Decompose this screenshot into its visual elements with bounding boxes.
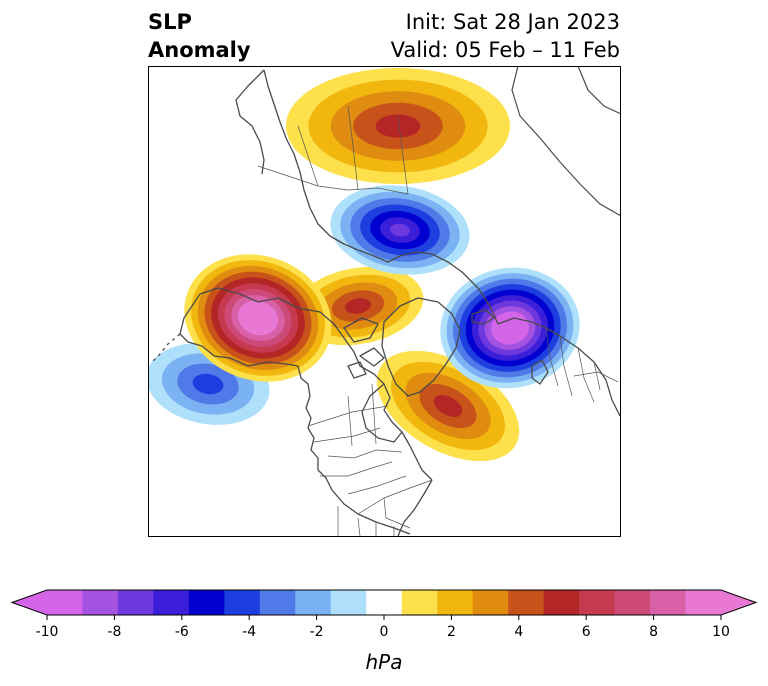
state-borders xyxy=(320,449,411,537)
map-frame xyxy=(148,66,621,537)
colorbar-swatch xyxy=(401,590,438,615)
colorbar-swatch xyxy=(188,590,225,615)
colorbar-tick-label: 2 xyxy=(447,624,456,640)
colorbar-swatch xyxy=(579,590,616,615)
us-canada-border xyxy=(357,479,433,515)
canada-arctic-coast xyxy=(199,287,433,481)
colorbar-tick-label: 8 xyxy=(649,624,658,640)
colorbar-swatch xyxy=(437,590,474,615)
colorbar-extend-high xyxy=(721,590,756,615)
iceland xyxy=(471,309,495,325)
valid-range: Valid: 05 Feb – 11 Feb xyxy=(390,38,620,62)
colorbar-swatch xyxy=(685,590,722,615)
greenland-coast xyxy=(381,297,461,397)
russia-borders xyxy=(257,105,409,195)
anomaly-contour xyxy=(375,114,421,138)
colorbar-tick-label: 6 xyxy=(582,624,591,640)
europe-borders xyxy=(545,327,619,403)
na-west-coast xyxy=(297,365,411,535)
east-asia-coast xyxy=(235,69,265,175)
colorbar-tick-label: 4 xyxy=(514,624,523,640)
colorbar-swatch xyxy=(259,590,296,615)
aleutians xyxy=(151,333,181,363)
northeast-coast xyxy=(511,66,621,217)
na-east-coast xyxy=(397,479,433,537)
anomaly-contour xyxy=(251,312,265,324)
scandinavia xyxy=(497,317,621,417)
colorbar-swatch xyxy=(543,590,580,615)
anomaly-contour xyxy=(344,298,372,314)
colorbar-swatch xyxy=(224,590,261,615)
colorbar-swatch xyxy=(330,590,367,615)
title-line-2: Anomaly xyxy=(148,38,251,62)
colorbar-tick-label: -4 xyxy=(242,624,256,640)
colorbar-tick-label: -6 xyxy=(175,624,189,640)
coastlines xyxy=(151,69,621,537)
colorbar-tick-label: 10 xyxy=(712,624,730,640)
eurasia-coast xyxy=(263,69,499,325)
arctic-islands xyxy=(343,317,385,379)
colorbar-swatch xyxy=(117,590,154,615)
colorbar-tick-label: -8 xyxy=(107,624,121,640)
anomaly-contour xyxy=(433,394,463,418)
anomaly-contour xyxy=(390,223,410,237)
colorbar-ticks: -10 -8 -6 -4 -2 0 2 4 6 8 10 xyxy=(36,615,730,640)
colorbar-extend-low xyxy=(12,590,47,615)
forecast-dates: Init: Sat 28 Jan 2023 Valid: 05 Feb – 11… xyxy=(391,8,620,64)
colorbar-tick-label: -10 xyxy=(36,624,59,640)
colorbar-swatch xyxy=(650,590,687,615)
canada-provinces xyxy=(307,383,389,447)
alaska-coast xyxy=(179,293,299,367)
colorbar-swatch xyxy=(47,590,83,615)
colorbar-swatch xyxy=(82,590,119,615)
hudson-bay xyxy=(361,383,403,443)
init-date: Init: Sat 28 Jan 2023 xyxy=(405,10,620,34)
british-isles xyxy=(531,359,549,385)
colorbar-swatch xyxy=(508,590,545,615)
colorbar-tick-label: -2 xyxy=(310,624,324,640)
slp-anomaly-map xyxy=(148,66,621,537)
colorbar-swatches xyxy=(10,589,758,616)
colorbar-swatch xyxy=(366,590,403,615)
anomaly-fields xyxy=(148,68,580,462)
colorbar-swatch xyxy=(472,590,509,615)
anomaly-contour xyxy=(503,322,517,334)
title-line-1: SLP xyxy=(148,10,192,34)
colorbar-unit: hPa xyxy=(366,650,403,674)
colorbar-tick-label: 0 xyxy=(380,624,389,640)
colorbar: -10 -8 -6 -4 -2 0 2 4 6 8 10 hPa xyxy=(10,589,758,674)
colorbar-swatch xyxy=(153,590,190,615)
anomaly-contour xyxy=(192,373,224,395)
political-borders xyxy=(257,105,619,537)
colorbar-swatch xyxy=(295,590,332,615)
colorbar-swatch xyxy=(614,590,651,615)
map-title: SLP Anomaly xyxy=(148,8,251,64)
